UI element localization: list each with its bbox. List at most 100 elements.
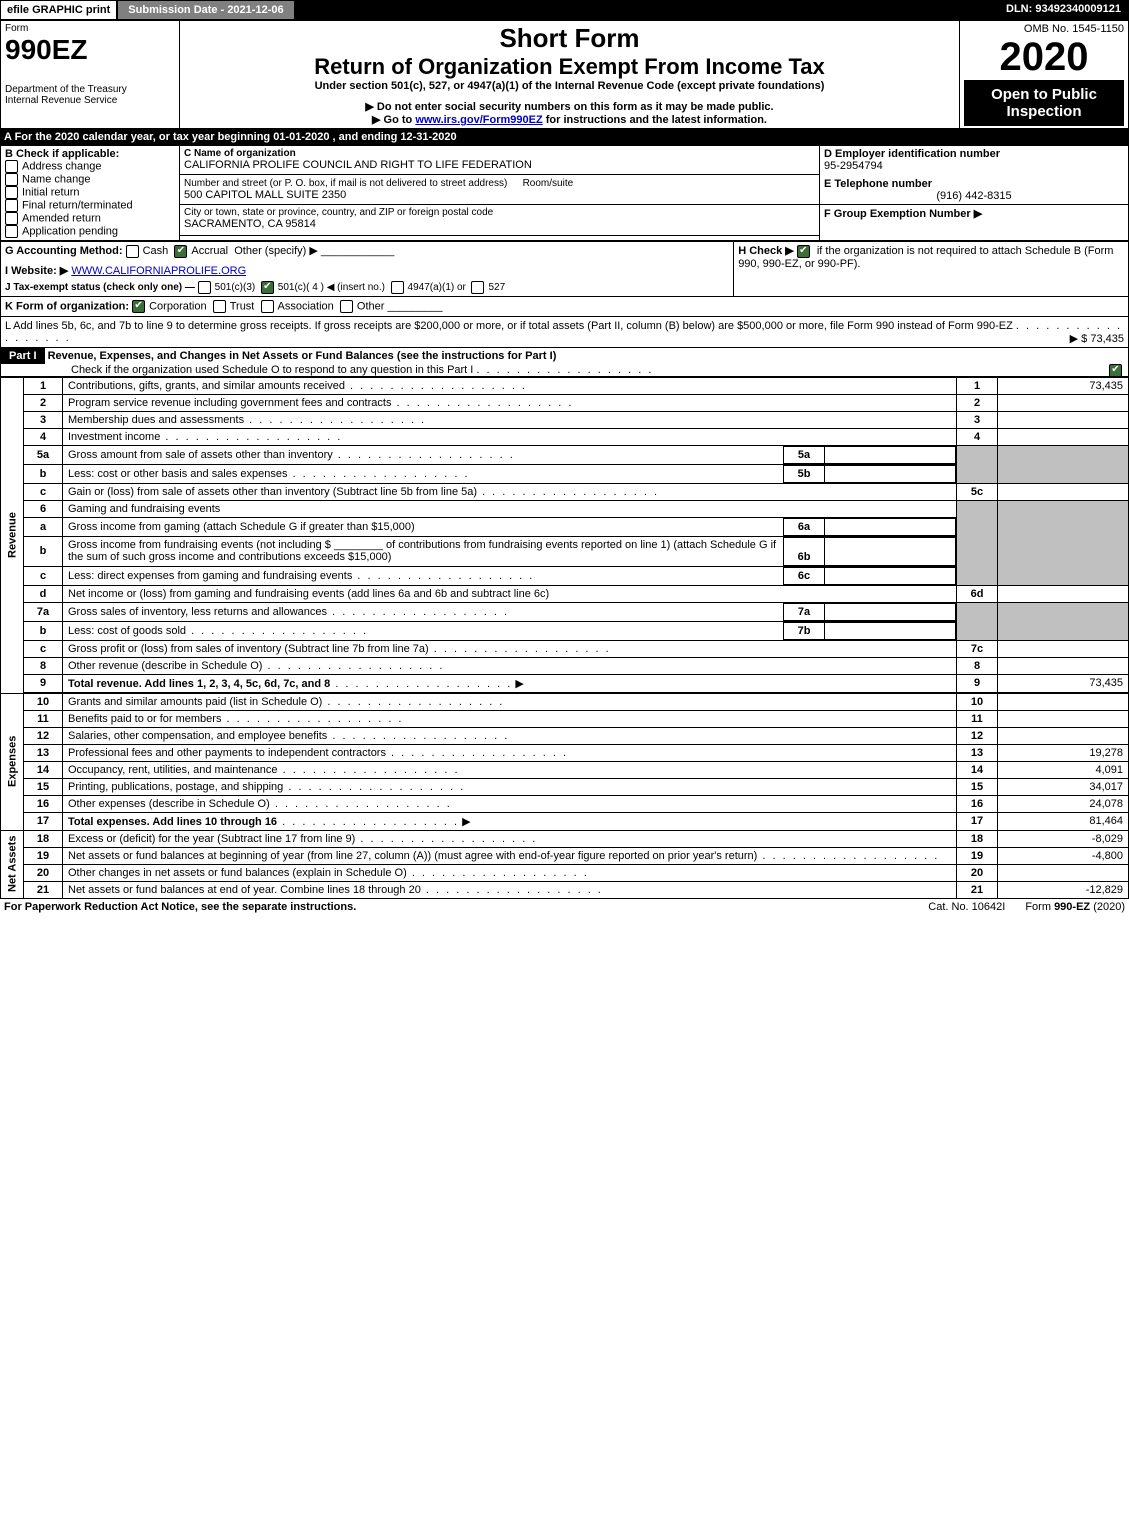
l6-grayblock-amt	[998, 500, 1129, 585]
chk-amended-return[interactable]: Amended return	[5, 212, 175, 225]
l17-col: 17	[957, 812, 998, 830]
l18-amt: -8,029	[998, 830, 1129, 847]
chk-cash[interactable]	[126, 245, 139, 258]
l1-amt: 73,435	[998, 377, 1129, 394]
chk-name-change[interactable]: Name change	[5, 173, 175, 186]
l6d-col: 6d	[957, 585, 998, 602]
l8-num: 8	[24, 657, 63, 674]
l7b-sub: 7b	[784, 622, 825, 639]
l14-col: 14	[957, 761, 998, 778]
l14-amt: 4,091	[998, 761, 1129, 778]
l3-desc: Membership dues and assessments	[63, 411, 957, 428]
other-specify-label: Other (specify) ▶	[234, 245, 318, 257]
l19-num: 19	[24, 847, 63, 864]
l7ab-grayblock-amt	[998, 602, 1129, 640]
l7a-subamt	[825, 603, 956, 620]
l6d-amt	[998, 585, 1129, 602]
ein-value: 95-2954794	[824, 160, 1124, 172]
efile-print-link[interactable]: efile GRAPHIC print	[0, 0, 117, 20]
l6d-desc: Net income or (loss) from gaming and fun…	[63, 585, 957, 602]
l18-col: 18	[957, 830, 998, 847]
l10-col: 10	[957, 693, 998, 710]
l11-num: 11	[24, 710, 63, 727]
short-form-title: Short Form	[184, 23, 955, 54]
chk-501c[interactable]: ✔	[261, 281, 274, 294]
chk-527[interactable]	[471, 281, 484, 294]
chk-schedule-o-part1[interactable]: ✔	[1109, 364, 1122, 377]
chk-trust[interactable]	[213, 300, 226, 313]
chk-corporation[interactable]: ✔	[132, 300, 145, 313]
l21-num: 21	[24, 881, 63, 898]
l6c-sub: 6c	[784, 567, 825, 584]
irs-form-link[interactable]: www.irs.gov/Form990EZ	[415, 114, 542, 126]
street-address: 500 CAPITOL MALL SUITE 2350	[184, 189, 815, 201]
opt-4947: 4947(a)(1) or	[408, 282, 466, 293]
goto-tail: for instructions and the latest informat…	[543, 114, 767, 126]
l7a-desc: Gross sales of inventory, less returns a…	[63, 602, 957, 621]
l6b-desc: Gross income from fundraising events (no…	[63, 536, 957, 566]
l13-desc: Professional fees and other payments to …	[63, 744, 957, 761]
chk-4947[interactable]	[391, 281, 404, 294]
l7b-desc: Less: cost of goods sold 7b	[63, 621, 957, 640]
section-expenses: Expenses	[1, 693, 24, 830]
l1-num: 1	[24, 377, 63, 394]
l5c-desc: Gain or (loss) from sale of assets other…	[63, 483, 957, 500]
opt-other-org: Other	[357, 300, 385, 312]
chk-501c3[interactable]	[198, 281, 211, 294]
part1-label: Part I	[1, 348, 45, 364]
chk-name-change-label: Name change	[22, 173, 91, 185]
box-b-title: B Check if applicable:	[5, 148, 175, 160]
opt-501c3: 501(c)(3)	[215, 282, 256, 293]
no-ssn-warning: ▶ Do not enter social security numbers o…	[184, 100, 955, 113]
l6b-sub: 6b	[784, 537, 825, 565]
chk-other-org[interactable]	[340, 300, 353, 313]
chk-final-return[interactable]: Final return/terminated	[5, 199, 175, 212]
chk-address-change[interactable]: Address change	[5, 160, 175, 173]
chk-association[interactable]	[261, 300, 274, 313]
l11-desc: Benefits paid to or for members	[63, 710, 957, 727]
chk-accrual[interactable]: ✔	[174, 245, 187, 258]
chk-initial-return[interactable]: Initial return	[5, 186, 175, 199]
topbar-spacer	[295, 0, 998, 20]
l8-desc: Other revenue (describe in Schedule O)	[63, 657, 957, 674]
form-number: 990EZ	[5, 34, 175, 66]
part1-header: Part I Revenue, Expenses, and Changes in…	[0, 348, 1129, 377]
website-link[interactable]: WWW.CALIFORNIAPROLIFE.ORG	[71, 265, 246, 277]
l2-col: 2	[957, 394, 998, 411]
phone-value: (916) 442-8315	[824, 190, 1124, 202]
addr-label: Number and street (or P. O. box, if mail…	[184, 178, 507, 189]
line-h-tail: if the organization is not required to a…	[738, 245, 1113, 270]
form-header: Form 990EZ Department of the Treasury In…	[0, 20, 1129, 129]
dept-treasury: Department of the Treasury	[5, 84, 175, 95]
box-c-title: C Name of organization	[184, 148, 815, 159]
l8-amt	[998, 657, 1129, 674]
tax-year: 2020	[964, 35, 1124, 80]
l5c-amt	[998, 483, 1129, 500]
l7c-amt	[998, 640, 1129, 657]
return-title: Return of Organization Exempt From Incom…	[184, 54, 955, 80]
l17-desc: Total expenses. Add lines 10 through 16 …	[63, 812, 957, 830]
chk-sched-b-not-required[interactable]: ✔	[797, 245, 810, 258]
irs-label: Internal Revenue Service	[5, 95, 175, 106]
line-l: L Add lines 5b, 6c, and 7b to line 9 to …	[0, 317, 1129, 348]
l19-desc: Net assets or fund balances at beginning…	[63, 847, 957, 864]
g-h-block: G Accounting Method: Cash ✔Accrual Other…	[0, 241, 1129, 297]
l6b-num: b	[24, 536, 63, 566]
line-k-label: K Form of organization:	[5, 300, 129, 312]
cat-number: Cat. No. 10642I	[908, 901, 1025, 913]
l2-num: 2	[24, 394, 63, 411]
opt-527: 527	[488, 282, 505, 293]
l5c-col: 5c	[957, 483, 998, 500]
chk-application-pending[interactable]: Application pending	[5, 225, 175, 238]
l5b-num: b	[24, 464, 63, 483]
l5c-num: c	[24, 483, 63, 500]
l6c-subamt	[825, 567, 956, 584]
l2-amt	[998, 394, 1129, 411]
omb-number: OMB No. 1545-1150	[964, 23, 1124, 35]
l12-amt	[998, 727, 1129, 744]
l7a-sub: 7a	[784, 603, 825, 620]
l14-num: 14	[24, 761, 63, 778]
line-k: K Form of organization: ✔Corporation Tru…	[0, 297, 1129, 317]
l7c-desc: Gross profit or (loss) from sales of inv…	[63, 640, 957, 657]
l9-num: 9	[24, 674, 63, 692]
